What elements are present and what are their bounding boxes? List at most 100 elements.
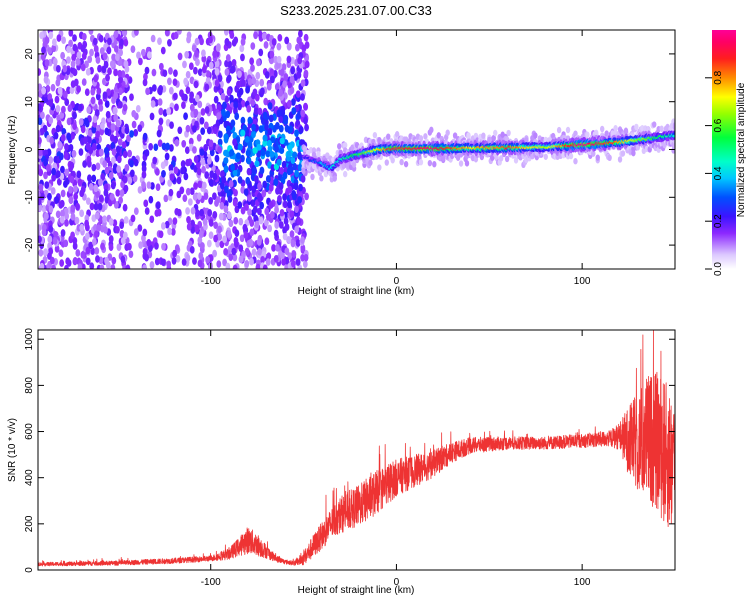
spectrogram-cell xyxy=(116,165,122,173)
spectrogram-cell xyxy=(79,223,85,232)
spectrogram-cell xyxy=(186,35,191,44)
spectrogram-cell xyxy=(271,244,276,252)
colorbar-tick-label: 0.2 xyxy=(713,214,724,228)
spectrogram-cell xyxy=(117,69,123,78)
spectrogram-cell xyxy=(217,233,223,241)
spectrogram-cell xyxy=(202,218,208,226)
spectrogram-cell xyxy=(131,109,137,118)
spectrogram-cell xyxy=(263,41,269,49)
spectrogram-cell xyxy=(154,209,160,217)
spectrogram-cell xyxy=(54,196,60,204)
spectrogram-cell xyxy=(208,196,214,205)
spectrogram-cell xyxy=(102,52,108,60)
spectrogram-cell xyxy=(76,170,82,179)
spectrogram-cell xyxy=(304,192,309,201)
spectrogram-cell xyxy=(166,260,172,269)
spectrogram-cell xyxy=(274,83,280,91)
spectrogram-cell xyxy=(274,221,280,229)
spectrogram-cell xyxy=(99,47,105,55)
spectrogram-cell xyxy=(282,200,288,209)
spectrogram-cell xyxy=(226,230,232,238)
snr-xtick-label: 0 xyxy=(394,577,400,588)
spectrogram-cell xyxy=(252,88,258,97)
spectrogram-cell xyxy=(44,59,50,67)
spectrogram-cell xyxy=(634,123,639,131)
spectrogram-cell xyxy=(126,242,132,251)
spectrogram-cell xyxy=(122,231,128,240)
spectrogram-cell xyxy=(244,136,250,143)
spectrogram-cell xyxy=(72,242,78,250)
spectrogram-cell xyxy=(238,217,244,226)
spectrogram-cell xyxy=(342,141,348,149)
spectrogram-cell xyxy=(47,93,53,101)
spectrogram-cell xyxy=(111,53,117,62)
spectrogram-xtick-label: -100 xyxy=(201,276,221,287)
spectrogram-cell xyxy=(229,94,234,103)
spectrogram-cell xyxy=(95,162,101,171)
spectrogram-cell xyxy=(103,60,109,69)
spectrogram-cell xyxy=(93,45,99,53)
spectrogram-cell xyxy=(278,166,284,175)
spectrogram-cell xyxy=(264,123,269,131)
spectrogram-cell xyxy=(158,107,164,116)
spectrogram-cell xyxy=(264,71,270,79)
spectrogram-cell xyxy=(266,252,272,260)
spectrogram-cell xyxy=(58,249,64,257)
spectrogram-cell xyxy=(266,140,272,147)
spectrogram-cell xyxy=(88,146,94,155)
spectrogram-cell xyxy=(196,167,202,176)
spectrogram-cell xyxy=(291,107,297,115)
spectrogram-cell xyxy=(237,70,242,78)
spectrogram-cell xyxy=(247,116,253,125)
spectrogram-cell xyxy=(110,181,116,190)
spectrogram-cell xyxy=(188,62,194,71)
spectrogram-cell xyxy=(200,127,206,135)
spectrogram-cell xyxy=(303,103,309,111)
spectrogram-cell xyxy=(224,68,230,76)
spectrogram-cell xyxy=(183,77,189,86)
spectrogram-cell xyxy=(175,255,181,263)
spectrogram-cell xyxy=(595,154,600,161)
spectrogram-cell xyxy=(223,205,229,214)
spectrogram-cell xyxy=(50,83,56,92)
spectrogram-cell xyxy=(40,192,45,201)
spectrogram-cell xyxy=(249,257,254,266)
spectrogram-cell xyxy=(213,221,219,230)
spectrogram-cell xyxy=(109,60,115,68)
colorbar-tick-label: 0.0 xyxy=(713,262,724,276)
spectrogram-cell xyxy=(212,172,218,181)
spectrogram-cell xyxy=(70,231,75,240)
spectrogram-cell xyxy=(233,101,239,109)
spectrogram-cell xyxy=(63,152,69,160)
spectrogram-cell xyxy=(284,247,290,256)
spectrogram-cell xyxy=(168,86,174,95)
spectrogram-cell xyxy=(214,199,219,207)
spectrogram-cell xyxy=(80,44,86,53)
spectrogram-cell xyxy=(246,156,252,165)
spectrogram-cell xyxy=(54,95,60,104)
spectrogram-cell xyxy=(157,37,162,45)
spectrogram-cell xyxy=(168,164,174,172)
spectrogram-cell xyxy=(261,32,267,40)
spectrogram-cell xyxy=(108,235,114,243)
spectrogram-cell xyxy=(504,155,510,163)
spectrogram-cell xyxy=(203,144,209,152)
spectrogram-cell xyxy=(196,192,202,201)
spectrogram-cell xyxy=(183,112,188,120)
spectrogram-cell xyxy=(40,111,45,120)
spectrogram-cell xyxy=(206,126,212,135)
spectrogram-cell xyxy=(262,180,268,189)
spectrogram-cell xyxy=(206,239,212,248)
colorbar-label: Normalized spectral amplitude xyxy=(736,82,747,217)
spectrogram-cell xyxy=(506,129,511,137)
spectrogram-cell xyxy=(269,150,275,158)
spectrogram-cell xyxy=(245,149,251,157)
spectrogram-cell xyxy=(144,253,149,262)
spectrogram-cell xyxy=(38,148,43,157)
spectrogram-cell xyxy=(122,175,128,184)
spectrogram-cell xyxy=(97,178,103,187)
spectrogram-cell xyxy=(123,38,129,47)
spectrogram-cell xyxy=(184,146,190,155)
spectrogram-cell xyxy=(189,187,195,196)
